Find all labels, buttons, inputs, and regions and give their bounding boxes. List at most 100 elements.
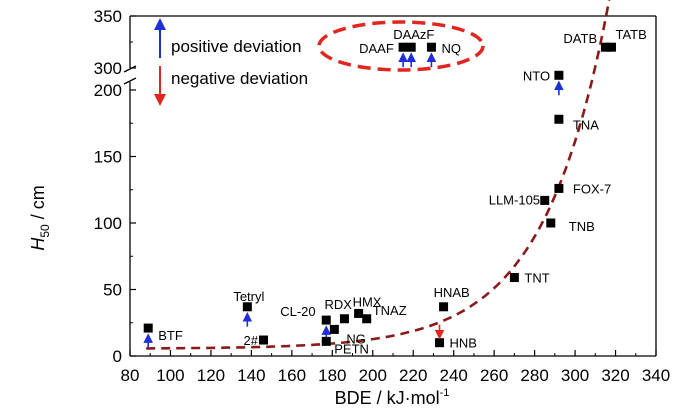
- point-marker: [242, 302, 252, 312]
- point-marker: [143, 323, 153, 333]
- point-label: 2#: [244, 333, 259, 348]
- y-tick-label: 300: [94, 59, 122, 78]
- x-tick-label: 300: [561, 366, 589, 385]
- point-petn: PETN: [321, 336, 369, 356]
- point-marker: [546, 218, 556, 228]
- point-marker: [259, 335, 269, 345]
- point-cl-20: CL-20: [280, 304, 332, 341]
- point-marker: [329, 324, 339, 334]
- y-tick-label: 200: [94, 81, 122, 100]
- point-marker: [321, 336, 331, 346]
- axis-break-mark-lower: [123, 77, 137, 85]
- x-tick-label: 320: [601, 366, 629, 385]
- point-daaf: DAAF: [359, 41, 408, 68]
- x-tick-label: 100: [156, 366, 184, 385]
- point-label: Tetryl: [233, 289, 264, 304]
- point-marker: [600, 42, 610, 52]
- x-tick-label: 280: [520, 366, 548, 385]
- point-marker: [606, 42, 616, 52]
- point-tna: TNA: [554, 114, 599, 132]
- x-tick-label: 240: [440, 366, 468, 385]
- legend-label: negative deviation: [171, 69, 308, 88]
- point-label: HNAB: [434, 285, 470, 300]
- point-label: HMX: [353, 294, 382, 309]
- x-axis-title-sup: -1: [440, 387, 450, 399]
- x-tick-label: 120: [197, 366, 225, 385]
- fit-curve-path: [146, 0, 611, 350]
- x-tick-label: 220: [399, 366, 427, 385]
- point-label: RDX: [324, 297, 352, 312]
- x-tick-label: 160: [278, 366, 306, 385]
- y-tick-label: 0: [113, 347, 122, 366]
- point-tatb: TATB: [606, 27, 647, 52]
- y-axis-title-sub: 50: [38, 224, 52, 238]
- x-tick-label: 80: [121, 366, 140, 385]
- point-llm-105: LLM-105: [489, 192, 550, 207]
- point-datb: DATB: [563, 31, 610, 52]
- point-nto: NTO: [523, 68, 564, 96]
- point-label: DATB: [563, 31, 597, 46]
- point-marker: [354, 308, 364, 318]
- point-label: NG: [346, 331, 366, 346]
- axis-ticks: 80 100 120 140 160 180 200 220 240 260 280 300 320 34…: [94, 7, 671, 385]
- y-tick-label: 100: [94, 214, 122, 233]
- point-daazf: DAAzF: [393, 27, 434, 68]
- point-marker: [554, 70, 564, 80]
- point-tnt: TNT: [509, 271, 550, 286]
- fit-curve: [146, 0, 611, 350]
- legend-item-negative: negative deviation: [154, 66, 308, 106]
- point-label: TNA: [573, 117, 599, 132]
- point-hmx: HMX: [353, 294, 382, 318]
- point-hnab: HNAB: [434, 285, 470, 312]
- point-fox-7: FOX-7: [554, 181, 611, 196]
- point-label: CL-20: [280, 304, 315, 319]
- legend: positive deviation negative deviation: [154, 18, 308, 106]
- highlight-ellipse-shape: [317, 20, 485, 72]
- point-marker: [439, 302, 449, 312]
- point-tnaz: TNAZ: [362, 303, 407, 324]
- y-tick-label: 350: [94, 7, 122, 26]
- x-tick-label: 260: [480, 366, 508, 385]
- point-tnb: TNB: [546, 218, 595, 234]
- axis-break-mark-upper: [123, 65, 137, 73]
- point-marker: [406, 42, 416, 52]
- x-tick-label: 140: [237, 366, 265, 385]
- x-axis-title: BDE / kJ·mol-1: [335, 387, 450, 408]
- point-ng: NG: [329, 324, 366, 346]
- point-marker: [426, 42, 436, 52]
- point-label: NTO: [523, 68, 550, 83]
- point-label: DAAzF: [393, 27, 434, 42]
- point-marker: [339, 314, 349, 324]
- point-marker: [398, 42, 408, 52]
- point-label: BTF: [158, 328, 183, 343]
- point-marker: [554, 114, 564, 124]
- point-label: TATB: [615, 27, 646, 42]
- point-label: HNB: [450, 336, 477, 351]
- x-tick-label: 340: [642, 366, 670, 385]
- x-tick-label: 200: [359, 366, 387, 385]
- point-marker: [435, 338, 445, 348]
- point-label: TNB: [569, 219, 595, 234]
- y-tick-label: 50: [103, 281, 122, 300]
- point-marker: [362, 314, 372, 324]
- point-label: TNAZ: [373, 303, 407, 318]
- point-nq: NQ: [426, 41, 461, 68]
- point-hnb: HNB: [434, 324, 477, 351]
- point-2-: 2#: [244, 333, 269, 348]
- point-marker: [540, 195, 550, 205]
- point-btf: BTF: [143, 323, 183, 349]
- point-label: DAAF: [359, 41, 394, 56]
- point-marker: [321, 315, 331, 325]
- point-label: FOX-7: [573, 181, 611, 196]
- point-label: TNT: [524, 271, 549, 286]
- legend-label: positive deviation: [171, 37, 301, 56]
- point-rdx: RDX: [324, 297, 352, 324]
- y-tick-label: 150: [94, 148, 122, 167]
- highlight-ellipse: [317, 20, 485, 72]
- legend-item-positive: positive deviation: [154, 18, 301, 58]
- point-label: NQ: [441, 41, 461, 56]
- y-axis-title: H50 / cm: [28, 185, 52, 250]
- plot-frame: [123, 15, 657, 357]
